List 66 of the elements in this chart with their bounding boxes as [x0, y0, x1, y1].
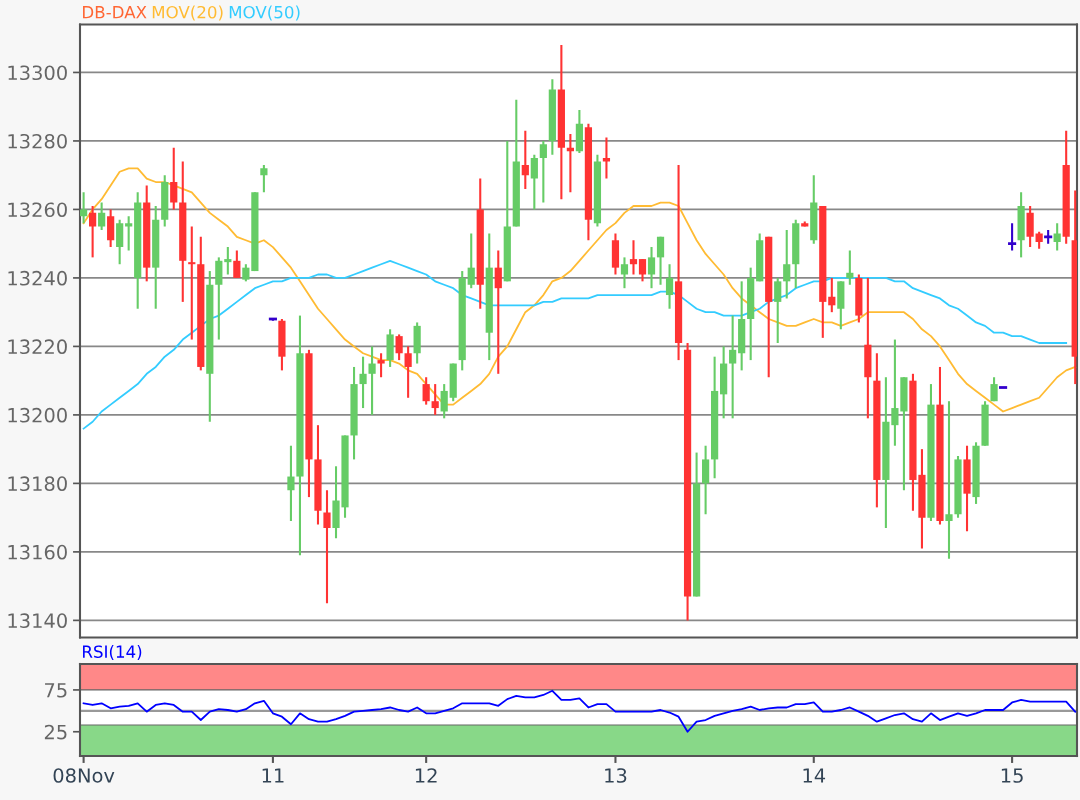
y-tick-label: 13140 — [8, 613, 67, 629]
x-tick-label: 08Nov — [53, 768, 115, 783]
candlestick — [89, 204, 97, 259]
y-tick-label: 13260 — [8, 202, 67, 218]
candlestick — [368, 345, 376, 416]
candlestick — [638, 258, 647, 283]
candlestick — [431, 383, 439, 416]
text: MOV(50) — [229, 5, 300, 21]
y-tick-label: 13280 — [8, 133, 67, 149]
candlestick — [1026, 204, 1034, 249]
x-tick-label: 15 — [1001, 768, 1023, 783]
candlestick — [422, 376, 430, 406]
candlestick — [188, 225, 196, 341]
candlestick — [80, 191, 88, 225]
candlestick — [107, 208, 115, 249]
candlestick — [215, 256, 223, 341]
candlestick — [467, 232, 475, 290]
candlestick — [539, 139, 547, 204]
candlestick — [359, 355, 367, 410]
candlestick — [774, 276, 782, 345]
y-tick-label: 13240 — [8, 270, 67, 286]
candlestick — [1053, 222, 1061, 252]
y-tick-label: 25 — [44, 724, 67, 740]
candlestick — [702, 444, 710, 516]
candlestick — [98, 201, 106, 232]
candlestick — [647, 246, 656, 290]
candlestick — [783, 228, 791, 300]
line-series — [82, 259, 1068, 430]
candlestick — [233, 249, 241, 279]
x-tick-label: 13 — [605, 768, 627, 783]
candlestick — [125, 215, 133, 252]
candlestick — [260, 163, 268, 194]
y-tick-label: 13220 — [8, 339, 67, 355]
candlestick — [521, 129, 529, 190]
candlestick — [530, 153, 538, 211]
candlestick — [494, 249, 502, 375]
candlestick — [629, 239, 638, 276]
candlestick — [323, 489, 331, 605]
y-tick-label: 13200 — [8, 407, 67, 423]
x-tick-label: 14 — [803, 768, 826, 783]
candlestick — [656, 235, 665, 286]
candlestick — [729, 314, 737, 420]
candlestick — [377, 352, 385, 379]
candlestick — [828, 276, 836, 314]
candlestick — [404, 345, 412, 399]
text: RSI(14) — [83, 645, 142, 660]
y-tick-label: 13300 — [8, 65, 67, 81]
candlestick — [116, 218, 124, 266]
y-tick-label: 13160 — [8, 544, 67, 560]
y-tick-label: 75 — [45, 683, 67, 698]
line-series — [82, 167, 1077, 413]
candlestick — [170, 146, 178, 211]
text: MOV(20) — [152, 5, 223, 21]
candlestick — [395, 333, 403, 362]
candlestick — [846, 249, 854, 286]
candlestick — [224, 246, 232, 276]
candlestick — [620, 256, 629, 290]
candlestick — [945, 400, 953, 560]
chart-title: DB-DAX — [83, 6, 147, 19]
candlestick — [287, 444, 295, 523]
x-tick-label: 12 — [415, 768, 437, 783]
y-tick-label: 13180 — [8, 476, 67, 492]
x-tick-label: 11 — [262, 768, 284, 783]
candlestick — [665, 263, 674, 310]
line-series — [82, 689, 1077, 733]
candlestick — [440, 383, 448, 420]
